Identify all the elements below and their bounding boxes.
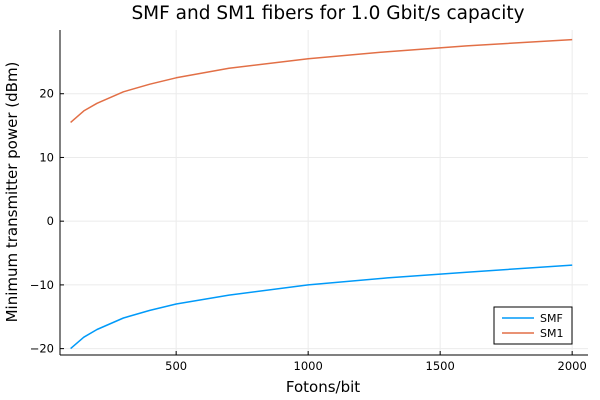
y-tick-label: 20	[39, 87, 54, 101]
chart-title: SMF and SM1 fibers for 1.0 Gbit/s capaci…	[131, 3, 524, 24]
x-tick-label: 2000	[558, 359, 587, 373]
y-tick-label: 0	[47, 214, 54, 228]
x-tick-label: 1500	[426, 359, 455, 373]
x-tick-label: 500	[165, 359, 187, 373]
legend-label-smf: SMF	[540, 312, 563, 325]
series-line-smf	[70, 264, 573, 350]
legend: SMF SM1	[493, 306, 573, 345]
series-layer	[70, 38, 573, 350]
y-tick-label: −20	[30, 342, 54, 356]
series-line-sm1	[70, 38, 573, 123]
legend-label-sm1: SM1	[540, 327, 563, 340]
legend-box	[493, 306, 573, 345]
x-ticks: 500 1000 1500 2000	[165, 351, 587, 373]
y-tick-label: 10	[39, 150, 54, 164]
grid	[60, 30, 588, 355]
x-tick-label: 1000	[294, 359, 323, 373]
y-ticks: −20 −10 0 10 20	[30, 87, 64, 356]
y-axis-label: Minimum transmitter power (dBm)	[3, 62, 21, 323]
y-tick-label: −10	[30, 278, 54, 292]
x-axis-label: Fotons/bit	[286, 378, 360, 396]
